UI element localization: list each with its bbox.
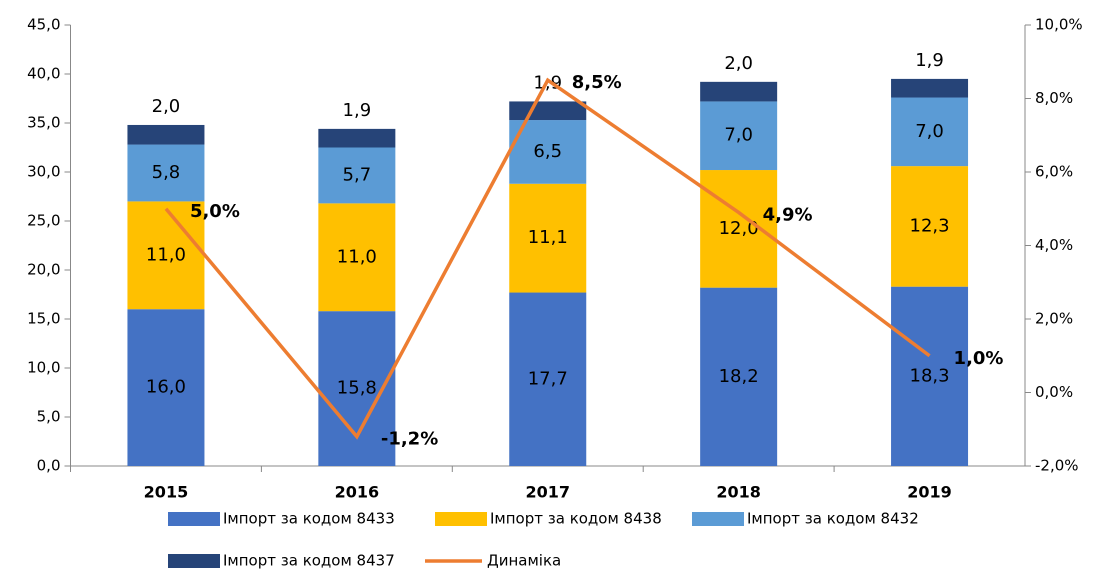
bar-segment: [509, 183, 587, 293]
y-tick-label: 5,0: [37, 408, 61, 426]
bar-segment: [127, 124, 205, 145]
data-label: 12,0: [719, 218, 759, 239]
y2-tick-label: 0,0%: [1035, 383, 1073, 401]
data-label: 18,3: [910, 365, 950, 386]
y2-tick-label: 8,0%: [1035, 89, 1073, 107]
data-label: 5,7: [343, 164, 372, 185]
line-series: [164, 77, 931, 440]
bar-segment: [318, 128, 396, 148]
legend-swatch: [435, 512, 487, 526]
bar-segment: [700, 287, 778, 466]
data-label: 6,5: [533, 141, 562, 162]
y-tick-label: 20,0: [27, 261, 60, 279]
legend-swatch: [168, 512, 220, 526]
bar-segment: [891, 286, 969, 466]
bar-segment: [700, 101, 778, 171]
bar-segment: [127, 309, 205, 466]
data-label: 16,0: [146, 377, 186, 398]
legend-label: Імпорт за кодом 8437: [223, 552, 395, 569]
data-label: 11,0: [146, 244, 186, 265]
bar-segment: [891, 166, 969, 287]
x-tick-label: 2019: [907, 483, 952, 502]
y-tick-label: 25,0: [27, 212, 60, 230]
data-label: 1,9: [915, 50, 944, 71]
y-tick-label: 45,0: [27, 16, 60, 34]
y2-tick-label: 2,0%: [1035, 310, 1073, 328]
bar-segment: [700, 170, 778, 288]
legend-label: Динаміка: [487, 552, 561, 569]
bar-segment: [127, 144, 205, 202]
data-label: 11,1: [528, 227, 568, 248]
data-label: 2,0: [724, 53, 753, 74]
data-label: 7,0: [915, 121, 944, 142]
data-label: 1,9: [343, 100, 372, 121]
bar-segment: [509, 101, 587, 121]
legend-label: Імпорт за кодом 8438: [490, 510, 662, 528]
data-label: 18,2: [719, 366, 759, 387]
line-label: 5,0%: [190, 201, 240, 222]
bar-segment: [318, 147, 396, 204]
y-tick-label: 10,0: [27, 359, 60, 377]
line-label: 4,9%: [763, 204, 813, 225]
data-label: 12,3: [910, 215, 950, 236]
legend-label: Імпорт за кодом 8433: [223, 510, 395, 528]
bar-segment: [318, 203, 396, 312]
data-label: 7,0: [724, 125, 753, 146]
line-label: -1,2%: [381, 429, 438, 450]
bar-segment: [700, 81, 778, 102]
data-label: 17,7: [528, 368, 568, 389]
x-tick-label: 2018: [716, 483, 761, 502]
y-tick-label: 30,0: [27, 163, 60, 181]
y-tick-label: 0,0: [37, 457, 61, 475]
y-tick-label: 40,0: [27, 65, 60, 83]
data-label: 5,8: [152, 162, 181, 183]
bar-segment: [509, 292, 587, 466]
bar-segment: [891, 97, 969, 167]
data-label: 11,0: [337, 246, 377, 267]
x-tick-label: 2016: [335, 483, 380, 502]
bar-segment: [127, 201, 205, 310]
y2-tick-label: 10,0%: [1035, 16, 1083, 34]
y2-tick-label: 4,0%: [1035, 236, 1073, 254]
x-tick-label: 2017: [525, 483, 570, 502]
data-label: 15,8: [337, 378, 377, 399]
legend-label: Імпорт за кодом 8432: [747, 510, 919, 528]
y-tick-label: 15,0: [27, 310, 60, 328]
data-label: 2,0: [152, 96, 181, 117]
y2-tick-label: 6,0%: [1035, 163, 1073, 181]
line-label: 1,0%: [954, 348, 1004, 369]
legend-swatch: [692, 512, 744, 526]
line-label: 8,5%: [572, 72, 622, 93]
bar-segment: [891, 78, 969, 98]
x-tick-label: 2015: [144, 483, 189, 502]
legend-swatch: [168, 554, 220, 568]
y2-tick-label: -2,0%: [1035, 457, 1079, 475]
y-tick-label: 35,0: [27, 114, 60, 132]
